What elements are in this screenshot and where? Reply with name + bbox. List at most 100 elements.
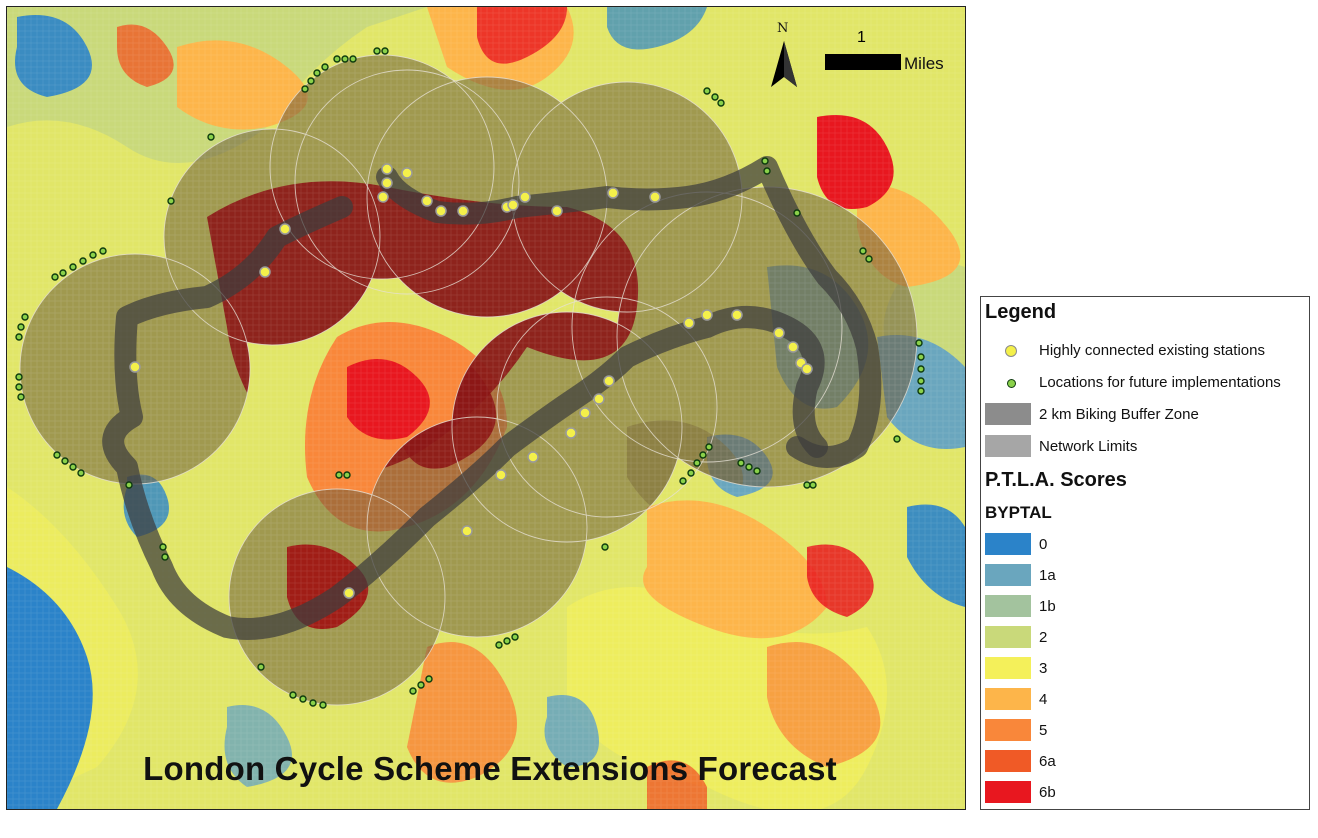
- station-marker: [773, 327, 785, 339]
- future-marker: [803, 481, 811, 489]
- future-marker: [917, 377, 925, 385]
- station-marker: [435, 205, 447, 217]
- legend-class-1b: 1b: [981, 595, 1311, 619]
- future-marker: [745, 463, 753, 471]
- legend-class-2: 2: [981, 626, 1311, 650]
- class-swatch: [985, 564, 1031, 586]
- future-marker: [699, 451, 707, 459]
- class-label: 2: [1039, 629, 1048, 646]
- existing-stations[interactable]: [129, 163, 813, 599]
- class-swatch: [985, 657, 1031, 679]
- legend-item-network-limits: Network Limits: [981, 435, 1311, 459]
- station-marker: [787, 341, 799, 353]
- legend-item-label: Highly connected existing stations: [1039, 342, 1265, 359]
- legend-class-6a: 6a: [981, 750, 1311, 774]
- future-marker: [711, 93, 719, 101]
- station-marker: [683, 317, 695, 329]
- station-marker: [527, 451, 539, 463]
- map-frame[interactable]: N 1 Miles: [6, 6, 966, 810]
- scale-bar: [825, 54, 901, 70]
- station-marker: [593, 393, 605, 405]
- legend: Legend Highly connected existing station…: [980, 296, 1310, 810]
- legend-item-label: Network Limits: [1039, 438, 1138, 455]
- station-marker: [507, 199, 519, 211]
- future-marker: [125, 481, 133, 489]
- class-swatch: [985, 626, 1031, 648]
- station-marker: [457, 205, 469, 217]
- future-marker: [511, 633, 519, 641]
- future-marker: [705, 443, 713, 451]
- class-swatch: [985, 688, 1031, 710]
- future-marker: [21, 313, 29, 321]
- future-marker: [679, 477, 687, 485]
- station-marker: [801, 363, 813, 375]
- future-marker: [503, 637, 511, 645]
- future-marker: [15, 383, 23, 391]
- map-canvas[interactable]: [7, 7, 965, 809]
- future-marker: [893, 435, 901, 443]
- future-marker: [17, 323, 25, 331]
- future-marker: [15, 333, 23, 341]
- legend-heading: Legend: [985, 301, 1057, 323]
- future-marker: [207, 133, 215, 141]
- future-marker: [495, 641, 503, 649]
- future-marker: [51, 273, 59, 281]
- future-marker: [373, 47, 381, 55]
- future-marker: [61, 457, 69, 465]
- yellow-dot-icon: [985, 340, 1031, 362]
- station-marker: [381, 163, 393, 175]
- future-marker: [417, 681, 425, 689]
- future-marker: [319, 701, 327, 709]
- future-marker: [99, 247, 107, 255]
- class-swatch: [985, 750, 1031, 772]
- field-name: BYPTAL: [985, 503, 1052, 522]
- class-label: 6a: [1039, 753, 1056, 770]
- station-marker: [381, 177, 393, 189]
- future-marker: [753, 467, 761, 475]
- future-marker: [343, 471, 351, 479]
- class-label: 1a: [1039, 567, 1056, 584]
- future-marker: [341, 55, 349, 63]
- class-swatch: [985, 595, 1031, 617]
- station-marker: [579, 407, 591, 419]
- network-limits: [102, 156, 882, 640]
- future-marker: [761, 157, 769, 165]
- future-marker: [69, 463, 77, 471]
- future-locations[interactable]: [15, 47, 925, 709]
- network-swatch: [985, 435, 1031, 457]
- future-marker: [161, 553, 169, 561]
- future-marker: [425, 675, 433, 683]
- north-arrow-icon: [771, 41, 797, 87]
- legend-class-5: 5: [981, 719, 1311, 743]
- future-marker: [793, 209, 801, 217]
- future-marker: [717, 99, 725, 107]
- future-marker: [257, 663, 265, 671]
- scale-unit: Miles: [904, 54, 944, 73]
- legend-class-4: 4: [981, 688, 1311, 712]
- future-marker: [687, 469, 695, 477]
- green-dot-icon: [985, 372, 1031, 394]
- future-marker: [77, 469, 85, 477]
- scale-value: 1: [857, 29, 866, 46]
- legend-item-label: Locations for future implementations: [1039, 374, 1281, 391]
- future-marker: [601, 543, 609, 551]
- future-marker: [693, 459, 701, 467]
- future-marker: [865, 255, 873, 263]
- class-label: 4: [1039, 691, 1048, 708]
- future-marker: [349, 55, 357, 63]
- future-marker: [917, 387, 925, 395]
- future-marker: [917, 353, 925, 361]
- future-marker: [335, 471, 343, 479]
- station-marker: [279, 223, 291, 235]
- station-marker: [565, 427, 577, 439]
- legend-class-0: 0: [981, 533, 1311, 557]
- future-marker: [309, 699, 317, 707]
- future-marker: [737, 459, 745, 467]
- legend-class-6b: 6b: [981, 781, 1311, 805]
- station-marker: [701, 309, 713, 321]
- station-marker: [343, 587, 355, 599]
- class-swatch: [985, 719, 1031, 741]
- station-marker: [649, 191, 661, 203]
- future-marker: [89, 251, 97, 259]
- legend-item-future-locations: Locations for future implementations: [981, 371, 1311, 395]
